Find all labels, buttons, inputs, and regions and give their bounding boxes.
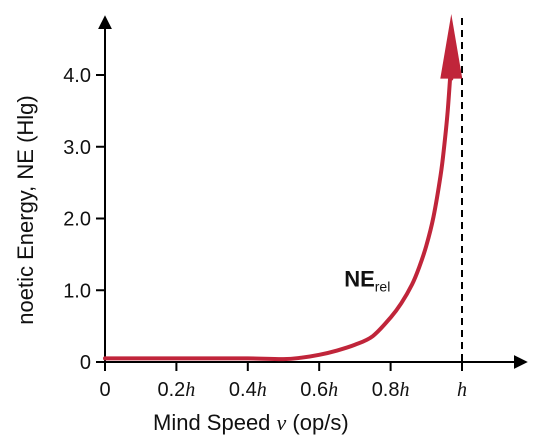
y-tick-label: 2.0: [63, 209, 91, 231]
y-tick-label: 1.0: [63, 280, 91, 302]
x-tick-label: h: [457, 379, 467, 401]
x-axis-title: Mind Speed ν (op/s): [153, 410, 349, 435]
x-tick-label: 0.6h: [300, 379, 338, 401]
x-tick-label: 0.4h: [229, 379, 267, 401]
x-axis-ticks: 0 0.2h 0.4h 0.6h 0.8h h: [99, 362, 467, 401]
y-axis-title: noetic Energy, NE (Hlg): [13, 95, 38, 324]
x-tick-label: 0: [99, 379, 110, 401]
x-axis-title-symbol: ν: [277, 410, 287, 435]
y-tick-label: 3.0: [63, 137, 91, 159]
x-tick-label: 0.2h: [157, 379, 195, 401]
series-label: NErel: [344, 267, 390, 295]
series-line-ne-rel: [103, 58, 454, 362]
series-label-sub: rel: [375, 279, 391, 295]
series-label-main: NE: [344, 267, 375, 292]
x-tick-label: 0.8h: [372, 379, 410, 401]
series-arrowhead: [440, 14, 463, 79]
y-tick-label: 4.0: [63, 65, 91, 87]
y-tick-label: 0: [80, 352, 91, 374]
y-axis-ticks: 0 1.0 2.0 3.0 4.0: [63, 65, 105, 374]
